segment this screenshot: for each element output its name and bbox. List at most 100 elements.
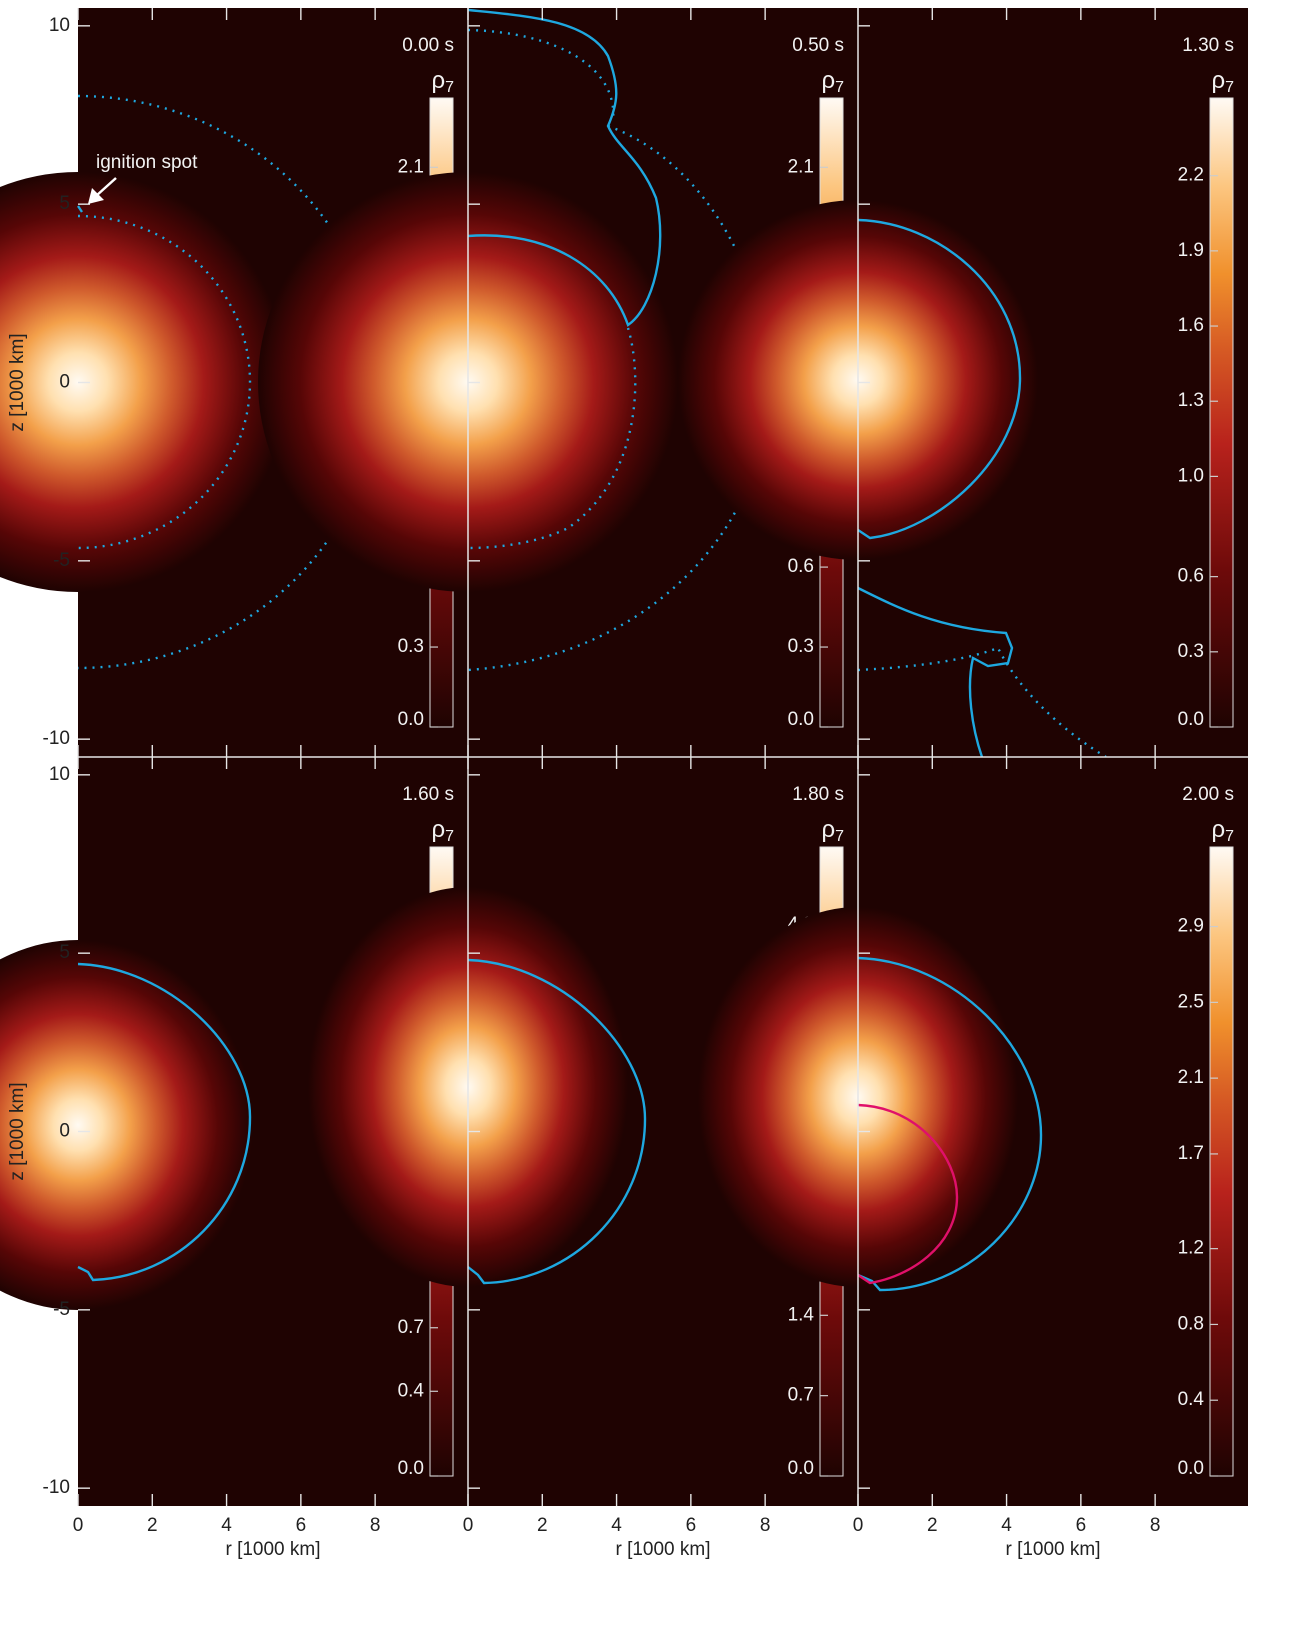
x-axis-label: r [1000 km] <box>615 1539 710 1560</box>
x-tick-label: 8 <box>1150 1515 1161 1536</box>
colorbar-tick-label: 0.0 <box>788 1458 814 1479</box>
colorbar-tick-label: 0.3 <box>398 636 424 657</box>
y-tick-label: 5 <box>59 193 70 214</box>
x-axis-label: r [1000 km] <box>1005 1539 1100 1560</box>
x-tick-label: 2 <box>927 1515 938 1536</box>
y-tick-label: -10 <box>43 1477 70 1498</box>
y-tick-label: 5 <box>59 942 70 963</box>
x-tick-label: 4 <box>611 1515 622 1536</box>
annotation-arrowhead <box>88 188 104 204</box>
colorbar-tick-label: 0.6 <box>788 556 814 577</box>
colorbar-tick-label: 0.8 <box>1178 1313 1204 1334</box>
time-label: 0.00 s <box>402 35 454 56</box>
colorbar-tick-label: 0.4 <box>1178 1389 1205 1410</box>
colorbar-tick-label: 1.9 <box>1178 240 1204 261</box>
colorbar-symbol: ρ <box>431 67 445 94</box>
front-contour <box>857 586 1014 758</box>
time-label: 2.00 s <box>1182 784 1234 805</box>
y-tick-label: -5 <box>53 1299 70 1320</box>
time-label: 1.60 s <box>402 784 454 805</box>
x-tick-label: 6 <box>686 1515 697 1536</box>
colorbar-tick-label: 1.7 <box>1178 1143 1204 1164</box>
density-field <box>0 172 288 592</box>
front-contour <box>77 205 83 213</box>
colorbar-tick-label: 1.6 <box>1178 315 1204 336</box>
colorbar-symbol: ρ <box>431 816 445 843</box>
colorbar-subscript: 7 <box>1225 79 1234 96</box>
colorbar-tick-label: 0.6 <box>1178 566 1204 587</box>
x-tick-label: 4 <box>1001 1515 1012 1536</box>
y-axis-label: z [1000 km] <box>7 333 28 431</box>
density-field <box>0 940 253 1310</box>
x-tick-label: 6 <box>1076 1515 1087 1536</box>
x-tick-label: 4 <box>221 1515 232 1536</box>
colorbar-label: ρ7 <box>431 816 454 845</box>
front-contour <box>857 1103 959 1285</box>
front-contour <box>467 327 637 550</box>
colorbar-tick-label: 2.5 <box>1178 991 1204 1012</box>
annotation: ignition spot <box>96 152 198 173</box>
colorbar-label: ρ7 <box>821 816 844 845</box>
colorbar-tick-label: 1.4 <box>788 1304 815 1325</box>
colorbar-tick-label: 0.7 <box>788 1385 814 1406</box>
colorbar-symbol: ρ <box>1211 67 1225 94</box>
time-label: 1.80 s <box>792 784 844 805</box>
colorbar-label: ρ7 <box>1211 816 1234 845</box>
colorbar-tick-label: 0.0 <box>398 1458 424 1479</box>
x-tick-label: 8 <box>760 1515 771 1536</box>
front-contour <box>77 962 252 1282</box>
front-contour <box>467 28 615 121</box>
colorbar-symbol: ρ <box>1211 816 1225 843</box>
annotation-arrow <box>95 177 117 197</box>
front-contour <box>467 958 647 1285</box>
colorbar-tick-label: 2.2 <box>1178 165 1204 186</box>
y-tick-label: -5 <box>53 550 70 571</box>
colorbar-tick-label: 0.0 <box>788 709 814 730</box>
x-tick-label: 6 <box>296 1515 307 1536</box>
colorbar-subscript: 7 <box>835 828 844 845</box>
y-axis-label: z [1000 km] <box>7 1082 28 1180</box>
front-contour <box>857 956 1043 1292</box>
time-label: 1.30 s <box>1182 35 1234 56</box>
y-tick-label: -10 <box>43 728 70 749</box>
colorbar-tick-label: 0.3 <box>788 636 814 657</box>
colorbar-tick-label: 0.3 <box>1178 641 1204 662</box>
colorbar-subscript: 7 <box>1225 828 1234 845</box>
colorbar-subscript: 7 <box>445 79 454 96</box>
colorbar <box>1209 97 1234 728</box>
colorbar-tick-label: 2.9 <box>1178 916 1204 937</box>
colorbar-symbol: ρ <box>821 67 835 94</box>
colorbar-label: ρ7 <box>431 67 454 96</box>
x-tick-label: 8 <box>370 1515 381 1536</box>
y-tick-label: 10 <box>49 15 70 36</box>
colorbar <box>1209 846 1234 1477</box>
x-axis-label: r [1000 km] <box>225 1539 320 1560</box>
front-contour <box>77 214 252 550</box>
colorbar-tick-label: 0.0 <box>1178 1458 1204 1479</box>
time-label: 0.50 s <box>792 35 844 56</box>
colorbar-tick-label: 1.2 <box>1178 1238 1204 1259</box>
front-contour <box>857 646 1107 759</box>
colorbar-tick-label: 2.1 <box>788 156 814 177</box>
y-tick-label: 0 <box>59 1121 70 1142</box>
colorbar-tick-label: 1.0 <box>1178 465 1204 486</box>
front-contour <box>467 124 770 672</box>
x-tick-label: 0 <box>853 1515 864 1536</box>
y-tick-label: 0 <box>59 372 70 393</box>
colorbar-tick-label: 1.3 <box>1178 390 1204 411</box>
y-tick-label: 10 <box>49 764 70 785</box>
colorbar-tick-label: 0.7 <box>398 1317 424 1338</box>
colorbar-label: ρ7 <box>821 67 844 96</box>
colorbar-tick-label: 2.1 <box>398 156 424 177</box>
colorbar-label: ρ7 <box>1211 67 1234 96</box>
colorbar-tick-label: 0.4 <box>398 1380 425 1401</box>
colorbar-symbol: ρ <box>821 816 835 843</box>
front-contour <box>467 8 662 327</box>
colorbar-subscript: 7 <box>835 79 844 96</box>
colorbar-tick-label: 0.0 <box>398 709 424 730</box>
x-tick-label: 0 <box>463 1515 474 1536</box>
x-tick-label: 2 <box>537 1515 548 1536</box>
